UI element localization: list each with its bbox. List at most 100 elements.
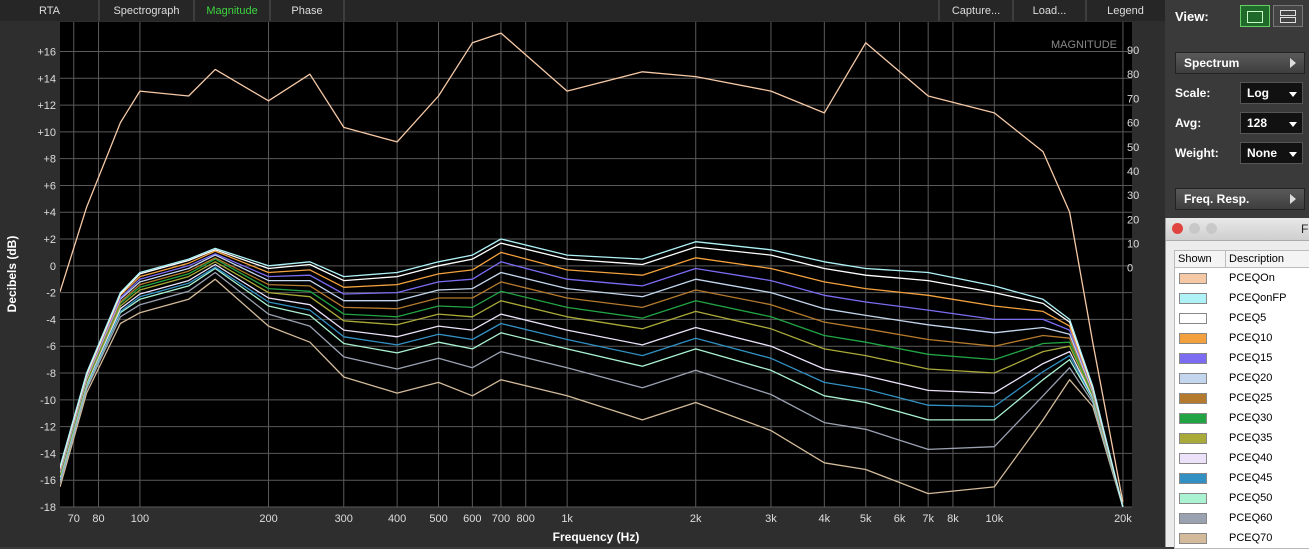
legend-entry[interactable]: PCEQ40 bbox=[1175, 448, 1309, 468]
legend-swatch bbox=[1179, 333, 1207, 344]
series-line bbox=[60, 278, 1124, 507]
view-single-button[interactable] bbox=[1240, 5, 1270, 27]
x-tick-label: 100 bbox=[131, 513, 149, 525]
view-split-button[interactable] bbox=[1273, 5, 1303, 27]
legend-entry[interactable]: PCEQ10 bbox=[1175, 328, 1309, 348]
legend-label: PCEQOn bbox=[1229, 272, 1275, 284]
legend-swatch bbox=[1179, 273, 1207, 284]
legend-label: PCEQ15 bbox=[1229, 352, 1273, 364]
avg-dropdown[interactable]: 128 bbox=[1240, 112, 1303, 134]
legend-entry[interactable]: PCEQ20 bbox=[1175, 368, 1309, 388]
y2-tick-label: 10 bbox=[1127, 238, 1139, 250]
spectrum-button[interactable]: Spectrum bbox=[1175, 52, 1305, 74]
tab[interactable]: RTA bbox=[39, 5, 61, 17]
y-tick-label: -14 bbox=[40, 448, 56, 460]
scale-dropdown[interactable]: Log bbox=[1240, 82, 1303, 104]
y2-tick-label: 40 bbox=[1127, 166, 1139, 178]
x-tick-label: 70 bbox=[68, 513, 80, 525]
legend-titlebar: F bbox=[1166, 218, 1309, 241]
y2-tick-label: 60 bbox=[1127, 118, 1139, 130]
legend-label: PCEQ35 bbox=[1229, 432, 1273, 444]
x-tick-label: 4k bbox=[819, 513, 831, 525]
y-tick-label: -4 bbox=[46, 314, 56, 326]
legend-swatch bbox=[1179, 473, 1207, 484]
y-tick-label: 0 bbox=[50, 261, 56, 273]
legend-window: F Shown Description PCEQOn PCEQonFP PCEQ5 P… bbox=[1165, 218, 1309, 549]
y-tick-label: +14 bbox=[37, 73, 56, 85]
y-tick-label: +8 bbox=[43, 154, 56, 166]
legend-swatch bbox=[1179, 413, 1207, 424]
legend-entry[interactable]: PCEQOn bbox=[1175, 268, 1309, 288]
y-tick-label: +12 bbox=[37, 100, 56, 112]
legend-entry[interactable]: PCEQ5 bbox=[1175, 308, 1309, 328]
y-tick-label: -6 bbox=[46, 341, 56, 353]
legend-label: PCEQonFP bbox=[1229, 292, 1287, 304]
x-tick-label: 500 bbox=[429, 513, 447, 525]
tab[interactable]: Phase bbox=[291, 5, 322, 17]
legend-swatch bbox=[1179, 533, 1207, 544]
legend-entry[interactable]: PCEQonFP bbox=[1175, 288, 1309, 308]
legend-entry[interactable]: PCEQ50 bbox=[1175, 488, 1309, 508]
x-tick-label: 400 bbox=[388, 513, 406, 525]
legend-swatch bbox=[1179, 513, 1207, 524]
tab[interactable]: Load... bbox=[1033, 5, 1067, 17]
series-line bbox=[60, 267, 1124, 507]
legend-entry[interactable]: PCEQ15 bbox=[1175, 348, 1309, 368]
tab[interactable]: Legend bbox=[1107, 5, 1144, 17]
legend-label: PCEQ25 bbox=[1229, 392, 1273, 404]
y2-tick-label: 30 bbox=[1127, 190, 1139, 202]
minimize-button[interactable] bbox=[1189, 223, 1200, 234]
series-line bbox=[60, 258, 1124, 507]
legend-table: Shown Description PCEQOn PCEQonFP PCEQ5 PCE… bbox=[1174, 250, 1309, 549]
y-tick-label: +16 bbox=[37, 46, 56, 58]
chart-title: MAGNITUDE bbox=[1051, 39, 1117, 51]
series-line bbox=[60, 263, 1124, 507]
legend-label: PCEQ60 bbox=[1229, 512, 1273, 524]
y-tick-label: +10 bbox=[37, 127, 56, 139]
series-line bbox=[60, 254, 1124, 507]
y-tick-label: -2 bbox=[46, 288, 56, 300]
x-tick-label: 7k bbox=[922, 513, 934, 525]
legend-swatch bbox=[1179, 433, 1207, 444]
legend-entry[interactable]: PCEQ70 bbox=[1175, 528, 1309, 548]
legend-entry[interactable]: PCEQ30 bbox=[1175, 408, 1309, 428]
legend-entry[interactable]: PCEQ60 bbox=[1175, 508, 1309, 528]
legend-swatch bbox=[1179, 373, 1207, 384]
series-line bbox=[60, 271, 1124, 507]
series-line bbox=[60, 242, 1124, 507]
series-line bbox=[60, 257, 1124, 507]
x-axis-label: Frequency (Hz) bbox=[553, 530, 640, 544]
legend-swatch bbox=[1179, 453, 1207, 464]
x-tick-label: 2k bbox=[690, 513, 702, 525]
legend-swatch bbox=[1179, 293, 1207, 304]
series-line bbox=[60, 261, 1124, 507]
legend-swatch bbox=[1179, 393, 1207, 404]
y-tick-label: -16 bbox=[40, 475, 56, 487]
y2-tick-label: 50 bbox=[1127, 142, 1139, 154]
x-tick-label: 5k bbox=[860, 513, 872, 525]
zoom-button[interactable] bbox=[1206, 223, 1217, 234]
legend-entry[interactable]: PCEQ35 bbox=[1175, 428, 1309, 448]
close-button[interactable] bbox=[1172, 223, 1183, 234]
x-tick-label: 600 bbox=[463, 513, 481, 525]
shown-header: Shown bbox=[1178, 253, 1212, 265]
weight-dropdown[interactable]: None bbox=[1240, 142, 1303, 164]
legend-label: PCEQ50 bbox=[1229, 492, 1273, 504]
legend-swatch bbox=[1179, 493, 1207, 504]
series-line bbox=[60, 253, 1124, 507]
x-tick-label: 20k bbox=[1114, 513, 1132, 525]
legend-swatch bbox=[1179, 313, 1207, 324]
tab[interactable]: Spectrograph bbox=[113, 5, 179, 17]
legend-entry[interactable]: PCEQ45 bbox=[1175, 468, 1309, 488]
freq-resp-button[interactable]: Freq. Resp. bbox=[1175, 188, 1305, 210]
y-tick-label: +6 bbox=[43, 180, 56, 192]
legend-swatch bbox=[1179, 353, 1207, 364]
tab[interactable]: Magnitude bbox=[206, 5, 257, 17]
x-tick-label: 700 bbox=[492, 513, 510, 525]
scale-label: Scale: bbox=[1175, 86, 1211, 100]
y2-tick-label: 90 bbox=[1127, 45, 1139, 57]
y-tick-label: -12 bbox=[40, 422, 56, 434]
series-line bbox=[60, 238, 1124, 507]
tab[interactable]: Capture... bbox=[952, 5, 1000, 17]
legend-entry[interactable]: PCEQ25 bbox=[1175, 388, 1309, 408]
